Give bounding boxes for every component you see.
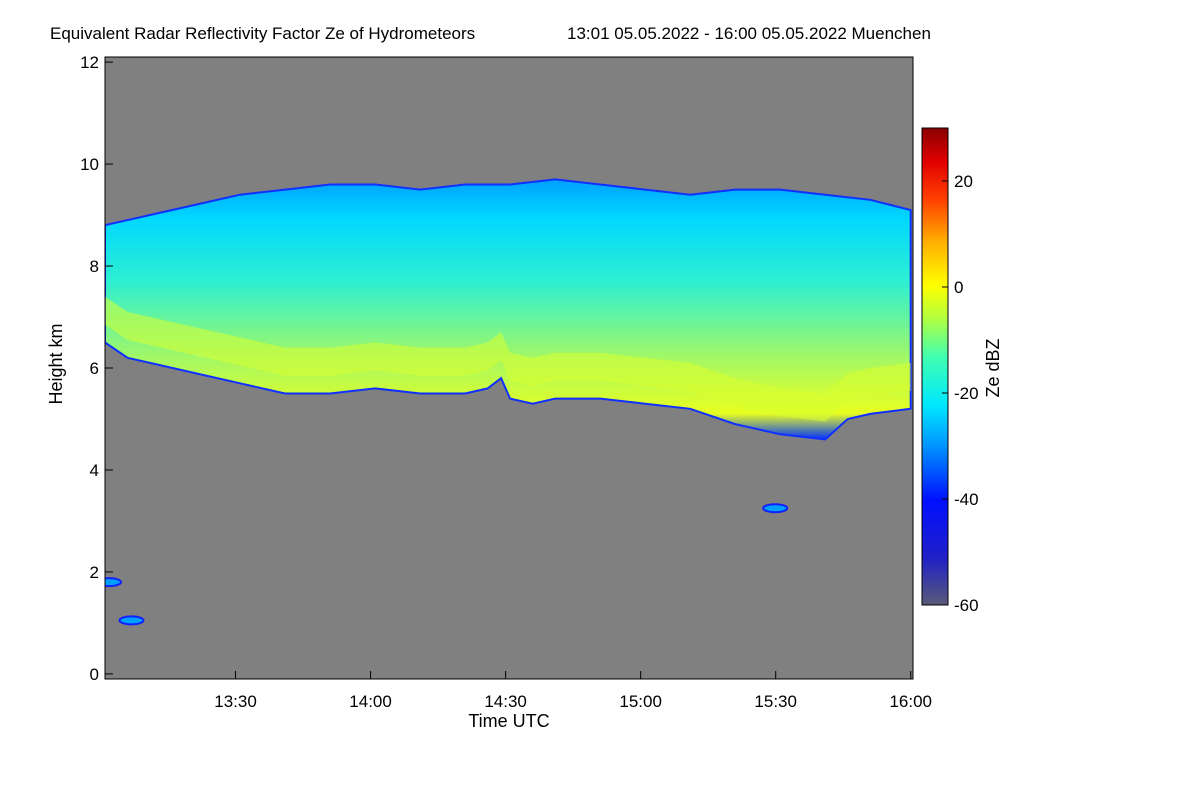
chart-subtitle: 13:01 05.05.2022 - 16:00 05.05.2022 Muen… xyxy=(567,24,931,43)
colorbar-tick-label: -20 xyxy=(954,384,979,403)
y-tick-label: 0 xyxy=(90,665,99,684)
colorbar-tick-label: 20 xyxy=(954,172,973,191)
x-tick-label: 15:30 xyxy=(754,692,797,711)
y-axis: 0 2 4 6 8 10 12 xyxy=(80,53,113,684)
y-tick-label: 4 xyxy=(90,461,99,480)
isolated-echoes xyxy=(105,503,789,626)
chart-title: Equivalent Radar Reflectivity Factor Ze … xyxy=(50,24,475,43)
x-tick-label: 15:00 xyxy=(619,692,662,711)
x-tick-label: 14:00 xyxy=(349,692,392,711)
x-tick-label: 14:30 xyxy=(484,692,527,711)
colorbar-label: Ze dBZ xyxy=(983,338,1003,397)
y-tick-label: 10 xyxy=(80,155,99,174)
cloud-layer xyxy=(105,178,912,441)
colorbar-ticks: -60 -40 -20 0 20 xyxy=(942,172,979,615)
colorbar-tick-label: -40 xyxy=(954,490,979,509)
x-tick-label: 16:00 xyxy=(889,692,932,711)
x-tick-label: 13:30 xyxy=(214,692,257,711)
colorbar-tick-label: 0 xyxy=(954,278,963,297)
colorbar xyxy=(921,127,949,606)
y-tick-label: 12 xyxy=(80,53,99,72)
cloud-core-shape xyxy=(105,296,911,422)
x-axis: 13:30 14:00 14:30 15:00 15:30 16:00 xyxy=(214,671,932,711)
echo-point xyxy=(105,577,122,588)
y-tick-label: 2 xyxy=(90,563,99,582)
y-tick-label: 8 xyxy=(90,257,99,276)
echo-point xyxy=(118,615,145,626)
y-tick-label: 6 xyxy=(90,359,99,378)
x-axis-label: Time UTC xyxy=(468,711,549,731)
y-axis-label: Height km xyxy=(46,323,66,404)
echo-point xyxy=(762,503,789,514)
colorbar-tick-label: -60 xyxy=(954,596,979,615)
